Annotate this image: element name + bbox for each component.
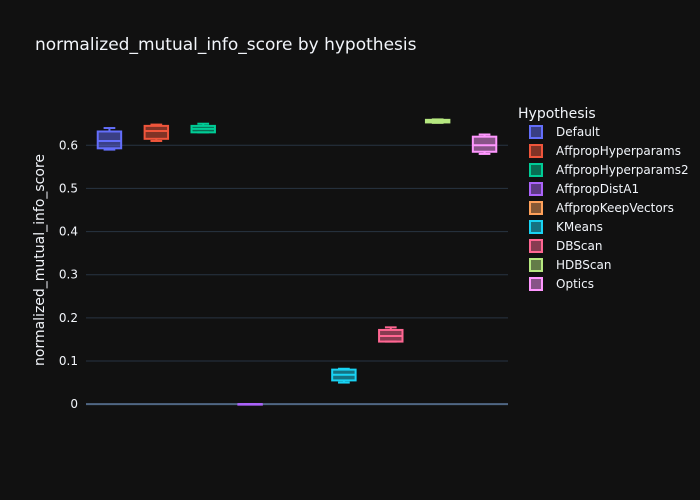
legend-swatch [529,277,543,291]
legend[interactable]: Default AffpropHyperparams AffpropHyperpar… [529,125,689,291]
y-tick-label: 0.4 [59,225,78,239]
legend-item-6[interactable]: DBScan [529,239,602,253]
legend-item-7[interactable]: HDBScan [529,258,611,272]
iqr-box [471,135,498,153]
legend-swatch [529,239,543,253]
legend-item-5[interactable]: KMeans [529,220,603,234]
legend-label: AffpropDistA1 [556,182,639,196]
box-6[interactable] [378,326,404,343]
box-layer [96,118,498,406]
box-2[interactable] [190,122,216,134]
legend-swatch [529,258,543,272]
y-tick-label: 0 [70,397,78,411]
iqr-box [96,130,123,150]
y-tick-label: 0.3 [59,268,78,282]
legend-swatch [529,201,543,215]
legend-item-4[interactable]: AffpropKeepVectors [529,201,674,215]
y-tick-label: 0.6 [59,138,78,152]
chart-title: normalized_mutual_info_score by hypothes… [35,35,417,55]
y-tick-layer: 0 0.1 0.2 0.3 0.4 0.5 0.6 [59,138,78,411]
legend-title: Hypothesis [518,106,596,122]
legend-swatch [529,182,543,196]
box-5[interactable] [331,367,357,384]
iqr-box [143,124,170,140]
y-tick-label: 0.1 [59,354,78,368]
legend-label: AffpropHyperparams [556,144,681,158]
legend-item-8[interactable]: Optics [529,277,594,291]
legend-label: Default [556,125,600,139]
legend-label: KMeans [556,220,603,234]
legend-label: Optics [556,277,594,291]
box-8[interactable] [471,133,498,155]
legend-swatch [529,125,543,139]
legend-label: DBScan [556,239,602,253]
box-3[interactable] [237,403,263,406]
legend-item-0[interactable]: Default [529,125,600,139]
box-1[interactable] [143,123,170,142]
legend-swatch [529,220,543,234]
y-tick-label: 0.2 [59,311,78,325]
legend-label: AffpropHyperparams2 [556,163,689,177]
box-7[interactable] [424,118,451,124]
legend-item-2[interactable]: AffpropHyperparams2 [529,163,689,177]
y-tick-label: 0.5 [59,181,78,195]
grid-layer [86,144,508,406]
legend-label: AffpropKeepVectors [556,201,674,215]
legend-swatch [529,163,543,177]
box-0[interactable] [96,127,123,151]
legend-item-1[interactable]: AffpropHyperparams [529,144,681,158]
legend-swatch [529,144,543,158]
legend-label: HDBScan [556,258,611,272]
legend-item-3[interactable]: AffpropDistA1 [529,182,639,196]
y-axis-label: normalized_mutual_info_score [32,154,48,366]
